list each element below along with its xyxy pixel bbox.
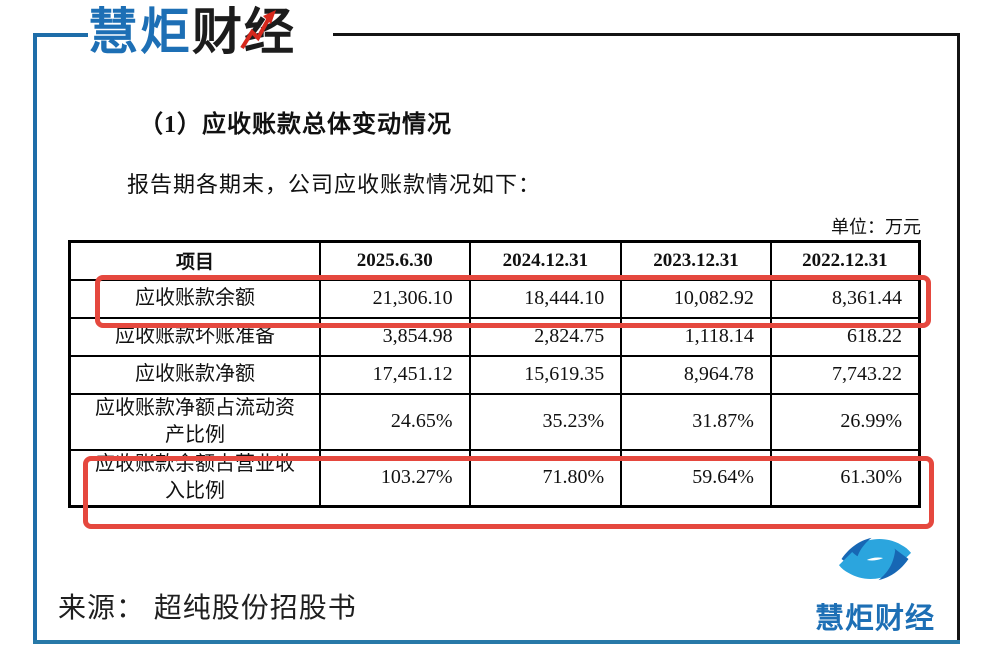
frame-right-line — [957, 33, 960, 641]
cell-value: 21,306.10 — [318, 278, 471, 319]
table-header-row: 项目 2025.6.30 2024.12.31 2023.12.31 2022.… — [68, 240, 921, 281]
table-row-bad-debt: 应收账款坏账准备 3,854.98 2,824.75 1,118.14 618.… — [68, 316, 921, 357]
cell-value: 71.80% — [468, 448, 623, 507]
cell-value: 24.65% — [318, 392, 471, 451]
footer-logo-text: 慧炬财经 — [814, 603, 935, 635]
footer-logo: 慧炬财经 — [796, 530, 954, 637]
cell-value: 103.27% — [318, 448, 471, 507]
table-row-net-to-current-assets: 应收账款净额占流动资产比例 24.65% 35.23% 31.87% 26.99… — [68, 392, 921, 451]
logo-text-blue: 慧炬 — [88, 4, 192, 60]
cell-value: 618.22 — [769, 316, 921, 357]
table-row-balance: 应收账款余额 21,306.10 18,444.10 10,082.92 8,3… — [68, 278, 921, 319]
row-label: 应收账款坏账准备 — [68, 316, 321, 357]
table-row-balance-to-revenue: 应收账款余额占营业收入比例 103.27% 71.80% 59.64% 61.3… — [68, 448, 921, 507]
frame-bottom-line — [33, 640, 960, 644]
cell-value: 15,619.35 — [468, 354, 623, 395]
cell-value: 8,964.78 — [620, 354, 772, 395]
logo-text-dark: 财经 — [192, 4, 296, 60]
table-row-net: 应收账款净额 17,451.12 15,619.35 8,964.78 7,74… — [68, 354, 921, 395]
intro-text: 报告期各期末，公司应收账款情况如下： — [127, 172, 542, 197]
cell-value: 18,444.10 — [468, 278, 623, 319]
col-header-item: 项目 — [68, 240, 321, 281]
cell-value: 7,743.22 — [769, 354, 921, 395]
source-text: 来源： 超纯股份招股书 — [58, 592, 357, 623]
row-label: 应收账款余额占营业收入比例 — [68, 448, 321, 507]
receivables-table: 项目 2025.6.30 2024.12.31 2023.12.31 2022.… — [68, 240, 921, 508]
col-header-2024: 2024.12.31 — [468, 240, 623, 281]
cell-value: 61.30% — [769, 448, 921, 507]
cell-value: 1,118.14 — [620, 316, 772, 357]
header-logo: 慧炬财经 — [88, 2, 296, 62]
cell-value: 26.99% — [769, 392, 921, 451]
cell-value: 8,361.44 — [769, 278, 921, 319]
brand-mark-icon — [838, 537, 912, 581]
unit-label: 单位：万元 — [831, 217, 921, 237]
cell-value: 59.64% — [620, 448, 772, 507]
col-header-2022: 2022.12.31 — [769, 240, 921, 281]
row-label: 应收账款净额占流动资产比例 — [68, 392, 321, 451]
cell-value: 2,824.75 — [468, 316, 623, 357]
cell-value: 3,854.98 — [318, 316, 471, 357]
col-header-2025: 2025.6.30 — [318, 240, 471, 281]
col-header-2023: 2023.12.31 — [620, 240, 772, 281]
row-label: 应收账款净额 — [68, 354, 321, 395]
cell-value: 10,082.92 — [620, 278, 772, 319]
frame-top-line — [333, 33, 960, 36]
cell-value: 31.87% — [620, 392, 772, 451]
cell-value: 35.23% — [468, 392, 623, 451]
trend-arrow-icon — [240, 10, 276, 50]
row-label: 应收账款余额 — [68, 278, 321, 319]
frame-top-left-tick — [33, 33, 88, 37]
cell-value: 17,451.12 — [318, 354, 471, 395]
section-heading: （1）应收账款总体变动情况 — [139, 112, 452, 138]
frame-left-line — [33, 33, 37, 644]
